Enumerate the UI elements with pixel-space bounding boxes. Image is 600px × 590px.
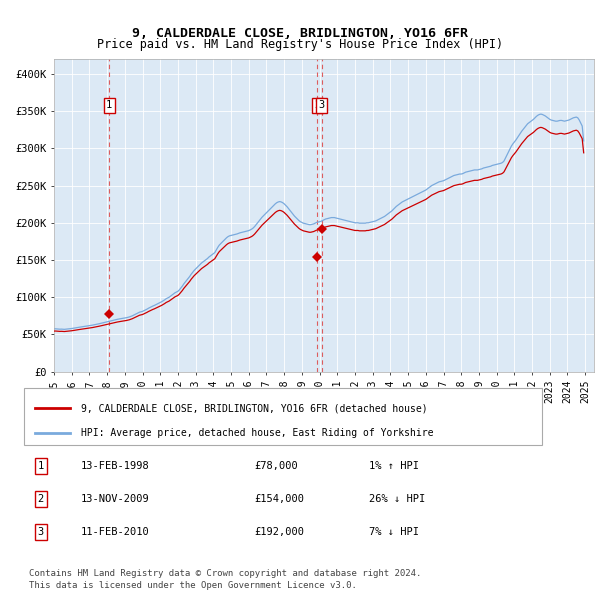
Text: 1% ↑ HPI: 1% ↑ HPI xyxy=(369,461,419,471)
Text: 13-NOV-2009: 13-NOV-2009 xyxy=(81,494,150,504)
Text: £192,000: £192,000 xyxy=(254,527,304,537)
Text: 11-FEB-2010: 11-FEB-2010 xyxy=(81,527,150,537)
Text: 1: 1 xyxy=(106,100,112,110)
Text: 26% ↓ HPI: 26% ↓ HPI xyxy=(369,494,425,504)
Text: £154,000: £154,000 xyxy=(254,494,304,504)
FancyBboxPatch shape xyxy=(23,388,542,445)
Text: 2: 2 xyxy=(314,100,320,110)
Text: £78,000: £78,000 xyxy=(254,461,298,471)
Text: HPI: Average price, detached house, East Riding of Yorkshire: HPI: Average price, detached house, East… xyxy=(81,428,434,438)
Text: 13-FEB-1998: 13-FEB-1998 xyxy=(81,461,150,471)
Text: 2: 2 xyxy=(38,494,44,504)
Text: 3: 3 xyxy=(319,100,325,110)
Text: Contains HM Land Registry data © Crown copyright and database right 2024.: Contains HM Land Registry data © Crown c… xyxy=(29,569,422,578)
Text: Price paid vs. HM Land Registry's House Price Index (HPI): Price paid vs. HM Land Registry's House … xyxy=(97,38,503,51)
Text: 1: 1 xyxy=(38,461,44,471)
Text: 7% ↓ HPI: 7% ↓ HPI xyxy=(369,527,419,537)
Text: 3: 3 xyxy=(38,527,44,537)
Text: 9, CALDERDALE CLOSE, BRIDLINGTON, YO16 6FR (detached house): 9, CALDERDALE CLOSE, BRIDLINGTON, YO16 6… xyxy=(81,404,428,413)
Text: 9, CALDERDALE CLOSE, BRIDLINGTON, YO16 6FR: 9, CALDERDALE CLOSE, BRIDLINGTON, YO16 6… xyxy=(132,27,468,40)
Text: This data is licensed under the Open Government Licence v3.0.: This data is licensed under the Open Gov… xyxy=(29,581,357,590)
